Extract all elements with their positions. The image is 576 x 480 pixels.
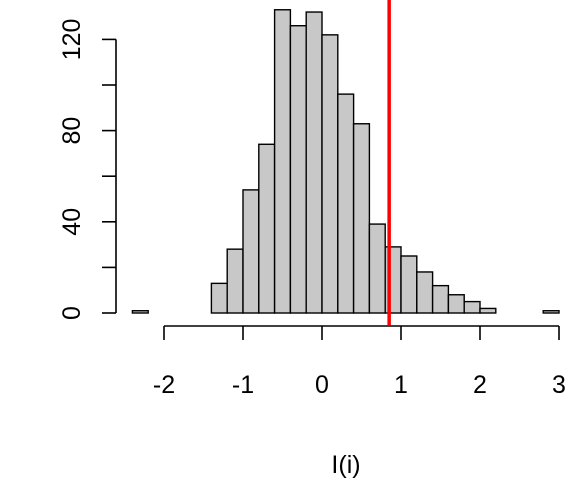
x-tick-label: -1: [232, 371, 254, 399]
histogram-bar: [542, 310, 560, 314]
histogram-bar: [289, 25, 307, 314]
y-axis: 0 40 80 120: [58, 19, 117, 320]
histogram-bar: [447, 294, 465, 314]
histogram-bar: [273, 9, 292, 314]
histogram-bar: [479, 307, 497, 314]
histogram-bar: [400, 255, 418, 314]
histogram-bar: [368, 223, 386, 314]
y-tick-label: 0: [58, 306, 86, 320]
y-tick-label: 80: [58, 117, 86, 145]
x-tick-label: 2: [473, 371, 487, 399]
histogram-bar: [321, 34, 339, 314]
histogram-bar: [305, 11, 323, 314]
histogram-bar: [242, 189, 260, 314]
histogram-bar: [463, 300, 481, 314]
histogram-bar: [131, 310, 149, 314]
x-tick-label: 3: [552, 371, 566, 399]
x-axis: -2 -1 0 1 2 3: [153, 325, 566, 399]
histogram-bar: [210, 282, 228, 314]
histogram-bar: [258, 143, 276, 314]
histogram-bar: [352, 123, 371, 314]
histogram-bar: [226, 248, 244, 314]
histogram-bar: [337, 93, 355, 314]
y-tick-label: 40: [58, 208, 86, 236]
x-tick-label: 1: [394, 371, 408, 399]
histogram-bars: [131, 9, 560, 314]
histogram-bar: [431, 284, 450, 314]
histogram-bar: [416, 271, 434, 314]
y-tick-label: 120: [58, 19, 86, 61]
x-axis-title: I(i): [331, 451, 360, 479]
x-tick-label: -2: [153, 371, 175, 399]
x-tick-label: 0: [315, 371, 329, 399]
